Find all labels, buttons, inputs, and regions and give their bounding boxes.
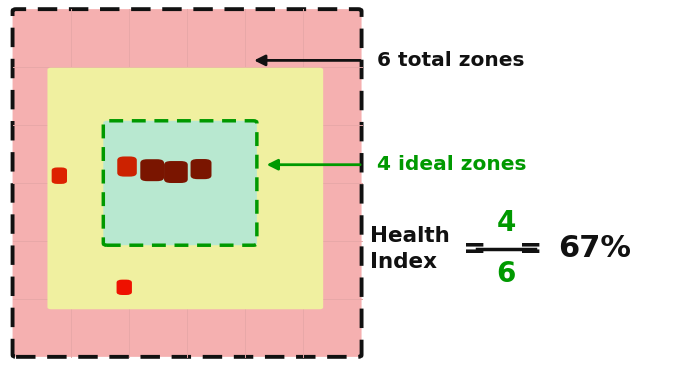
Text: 6: 6 [496,261,516,288]
Text: =: = [463,235,487,263]
Text: 4: 4 [496,209,516,237]
Text: 67%: 67% [558,234,632,264]
Text: 4 ideal zones: 4 ideal zones [377,155,526,174]
FancyBboxPatch shape [117,156,137,176]
FancyBboxPatch shape [191,159,211,179]
FancyBboxPatch shape [103,121,257,245]
FancyBboxPatch shape [140,159,164,181]
Text: 6 total zones: 6 total zones [377,51,524,70]
Text: Health
Index: Health Index [370,226,450,272]
FancyBboxPatch shape [117,280,132,295]
FancyBboxPatch shape [13,9,362,357]
FancyBboxPatch shape [164,161,188,183]
FancyBboxPatch shape [52,168,67,184]
FancyBboxPatch shape [47,68,323,309]
Text: =: = [519,235,542,263]
